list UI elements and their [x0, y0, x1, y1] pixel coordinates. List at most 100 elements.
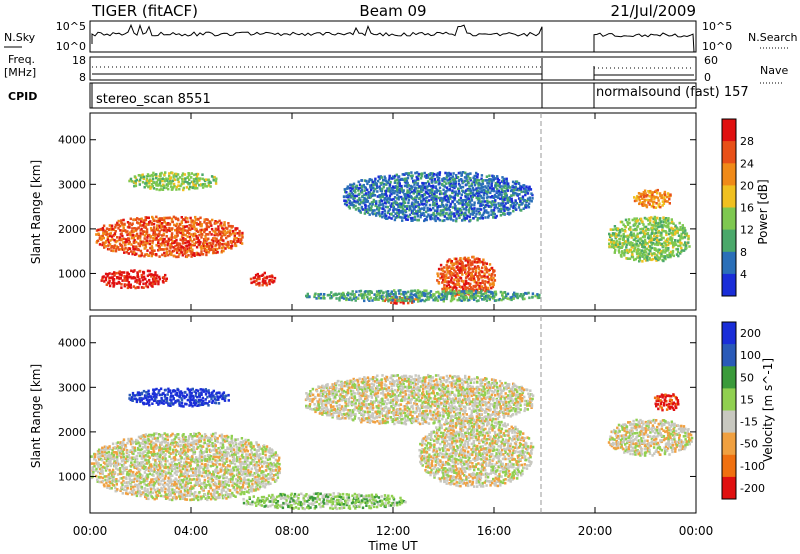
data-cell	[633, 222, 636, 226]
data-cell	[652, 217, 655, 221]
data-cell	[115, 453, 118, 456]
data-cell	[656, 234, 659, 238]
data-cell	[115, 247, 118, 251]
data-cell	[163, 432, 166, 435]
data-cell	[173, 434, 177, 437]
data-cell	[442, 273, 445, 276]
data-cell	[497, 189, 501, 193]
data-cell	[477, 267, 481, 271]
data-cell	[455, 280, 459, 283]
data-cell	[654, 219, 657, 223]
data-cell	[403, 184, 407, 188]
data-cell	[146, 475, 150, 479]
data-cell	[411, 289, 414, 293]
data-cell	[352, 297, 355, 300]
data-cell	[511, 184, 514, 188]
data-cell	[633, 217, 636, 220]
data-cell	[152, 474, 155, 477]
data-cell	[375, 296, 378, 300]
data-cell	[667, 254, 670, 257]
data-cell	[140, 491, 144, 495]
data-cell	[120, 244, 124, 247]
data-cell	[153, 276, 156, 279]
data-cell	[415, 295, 418, 298]
data-cell	[159, 188, 163, 191]
data-cell	[414, 205, 418, 208]
data-cell	[410, 177, 414, 180]
data-cell	[496, 177, 499, 181]
data-cell	[192, 183, 195, 187]
data-cell	[482, 292, 485, 296]
data-cell	[154, 443, 158, 447]
data-cell	[155, 439, 158, 442]
data-cell	[137, 242, 140, 245]
data-cell	[169, 472, 172, 475]
data-cell	[326, 293, 330, 297]
data-cell	[111, 442, 115, 446]
data-cell	[400, 216, 403, 219]
data-cell	[129, 449, 132, 452]
data-cell	[129, 465, 133, 468]
data-cell	[163, 459, 166, 462]
data-cell	[189, 464, 192, 467]
data-cell	[112, 278, 116, 281]
data-cell	[172, 491, 176, 494]
data-cell	[418, 191, 421, 195]
data-cell	[657, 221, 660, 225]
data-cell	[494, 290, 497, 294]
data-cell	[390, 198, 393, 201]
data-cell	[171, 432, 174, 436]
data-cell	[484, 292, 487, 295]
data-cell	[91, 472, 95, 475]
data-cell	[488, 200, 491, 204]
data-cell	[441, 269, 445, 272]
data-cell	[342, 195, 346, 198]
data-cell	[195, 442, 198, 446]
data-cell	[445, 276, 448, 280]
data-cell	[156, 487, 159, 491]
data-cell	[416, 204, 419, 208]
data-cell	[617, 234, 620, 237]
data-cell	[212, 251, 216, 254]
data-cell	[263, 271, 266, 275]
data-cell	[629, 228, 632, 231]
data-cell	[393, 218, 397, 222]
data-cell	[142, 451, 145, 454]
data-cell	[623, 250, 627, 253]
data-cell	[174, 465, 177, 469]
data-cell	[665, 221, 668, 225]
data-cell	[177, 433, 180, 436]
data-cell	[447, 171, 451, 175]
data-cell	[409, 293, 412, 297]
data-cell	[101, 226, 105, 230]
data-cell	[145, 497, 148, 500]
data-cell	[667, 237, 670, 241]
data-cell	[478, 191, 481, 195]
data-cell	[112, 285, 115, 288]
data-cell	[179, 184, 182, 188]
data-cell	[203, 237, 206, 241]
data-cell	[528, 296, 531, 300]
data-cell	[121, 454, 125, 457]
data-cell	[192, 477, 196, 481]
data-cell	[648, 256, 651, 260]
data-cell	[195, 234, 198, 238]
data-cell	[403, 179, 407, 183]
data-cell	[194, 491, 197, 494]
data-cell	[646, 258, 649, 262]
data-cell	[182, 188, 185, 192]
data-cell	[500, 202, 503, 205]
data-cell	[372, 212, 375, 216]
data-cell	[104, 278, 108, 282]
data-cell	[451, 295, 454, 299]
data-cell	[177, 255, 180, 259]
data-cell	[323, 297, 326, 300]
data-cell	[163, 218, 166, 222]
data-cell	[139, 229, 142, 232]
data-cell	[453, 198, 456, 202]
data-cell	[175, 185, 178, 189]
data-cell	[394, 174, 397, 178]
data-cell	[162, 439, 166, 442]
data-cell	[137, 470, 141, 473]
data-cell	[144, 438, 147, 442]
